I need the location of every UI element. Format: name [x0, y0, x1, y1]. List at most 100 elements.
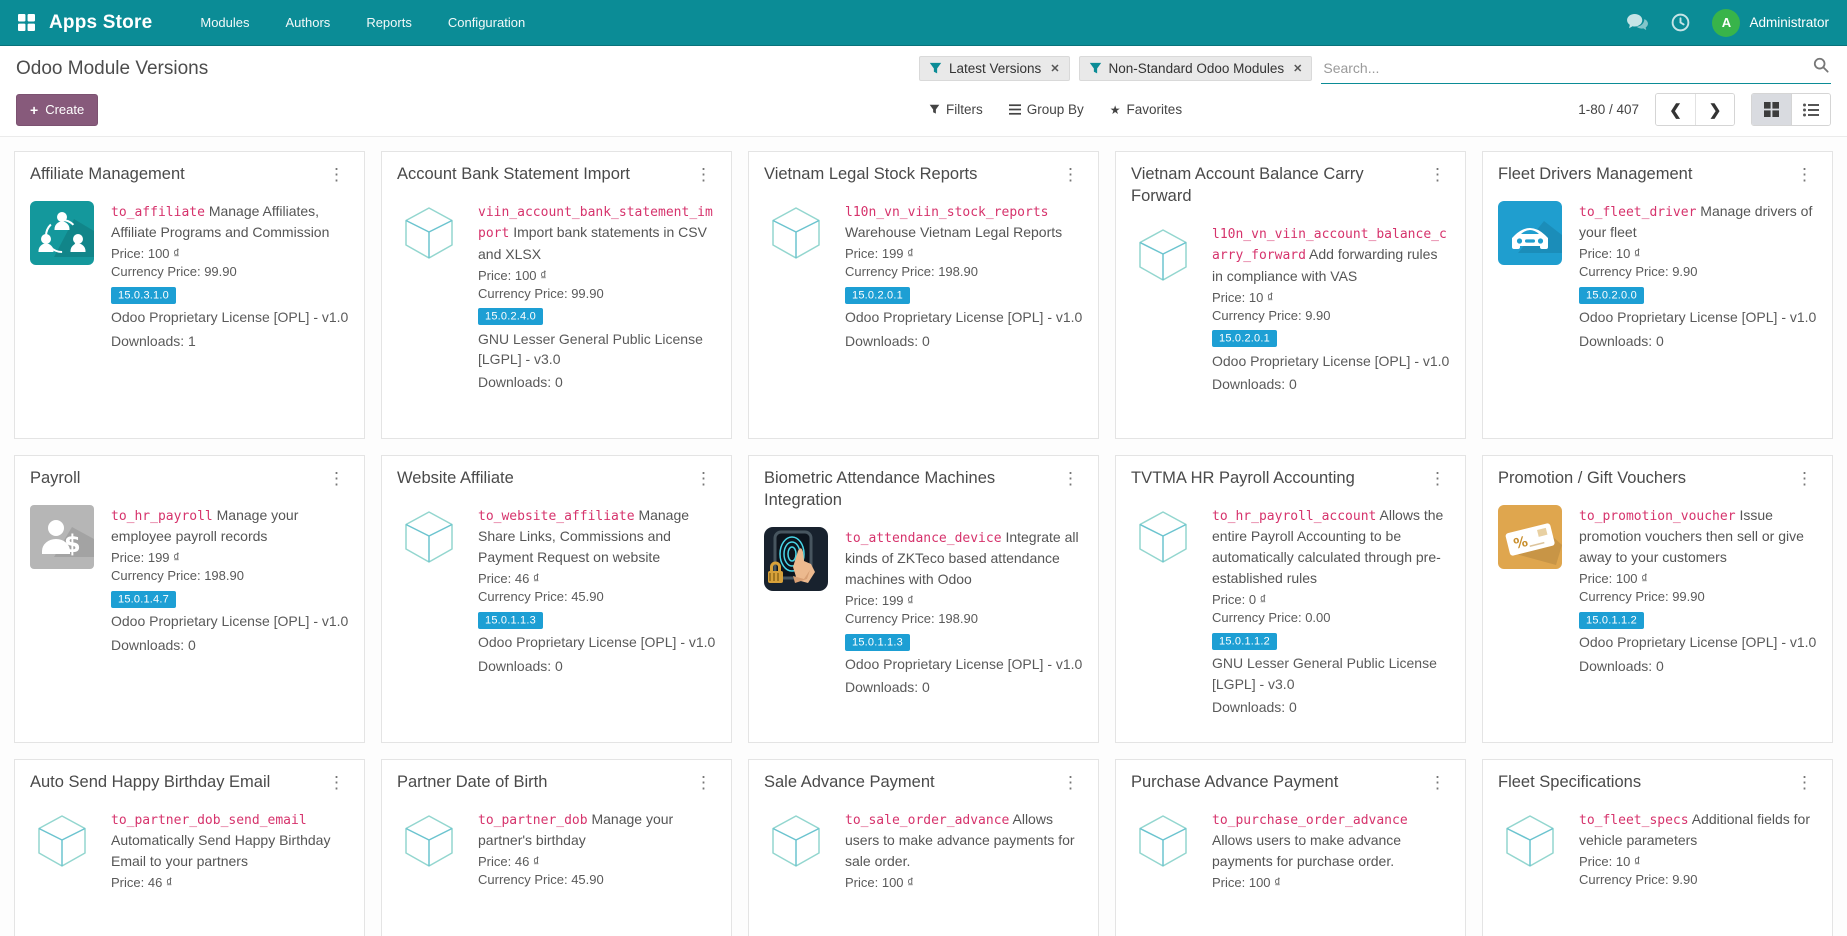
module-card[interactable]: Purchase Advance Payment ⋮ to_purchase_o…	[1115, 759, 1466, 936]
module-card[interactable]: Account Bank Statement Import ⋮ viin_acc…	[381, 151, 732, 439]
pager-previous-button[interactable]: ❮	[1656, 94, 1695, 125]
fingerprint-icon	[764, 526, 828, 701]
kebab-menu-icon[interactable]: ⋮	[1062, 469, 1079, 488]
kanban-view-icon	[1764, 102, 1779, 117]
cube-icon	[397, 809, 461, 891]
module-summary: Integrate all kinds of ZKTeco based atte…	[845, 528, 1079, 588]
module-tech-name[interactable]: l10n_vn_viin_account_balance_carry_forwa…	[1212, 226, 1447, 264]
card-title: Promotion / Gift Vouchers	[1498, 469, 1687, 487]
module-tech-name[interactable]: to_purchase_order_advance	[1212, 812, 1408, 828]
kebab-menu-icon[interactable]: ⋮	[328, 165, 345, 184]
module-card[interactable]: Fleet Specifications ⋮ to_fleet_specs Ad…	[1482, 759, 1833, 936]
facet-remove-icon[interactable]: ✕	[1293, 63, 1303, 75]
module-card[interactable]: Website Affiliate ⋮ to_website_affiliate…	[381, 455, 732, 743]
pager-next-button[interactable]: ❯	[1695, 94, 1734, 125]
module-price: Price: 100 ₫	[478, 267, 547, 283]
list-view-button[interactable]	[1791, 94, 1830, 125]
module-card[interactable]: Promotion / Gift Vouchers ⋮ % to_promoti…	[1482, 455, 1833, 743]
module-tech-name[interactable]: viin_account_bank_statement_import	[478, 204, 713, 242]
kebab-menu-icon[interactable]: ⋮	[1796, 469, 1813, 488]
filter-funnel-icon	[929, 104, 940, 114]
module-price: Price: 100 ₫	[111, 246, 180, 262]
module-tech-name[interactable]: to_website_affiliate	[478, 508, 635, 524]
module-tech-name[interactable]: to_partner_dob_send_email	[111, 812, 307, 828]
kebab-menu-icon[interactable]: ⋮	[695, 165, 712, 184]
module-summary: Automatically Send Happy Birthday Email …	[111, 832, 331, 870]
kebab-menu-icon[interactable]: ⋮	[328, 773, 345, 792]
kebab-menu-icon[interactable]: ⋮	[1062, 165, 1079, 184]
module-tech-name[interactable]: l10n_vn_viin_stock_reports	[845, 204, 1049, 220]
module-card[interactable]: Biometric Attendance Machines Integratio…	[748, 455, 1099, 743]
card-title: Vietnam Account Balance Carry Forward	[1131, 165, 1364, 205]
module-currency-price: Currency Price: 198.90	[845, 611, 978, 627]
module-tech-name[interactable]: to_attendance_device	[845, 530, 1002, 546]
module-summary: Manage your partner's birthday	[478, 810, 674, 849]
facet-remove-icon[interactable]: ✕	[1050, 63, 1060, 75]
module-card[interactable]: Payroll ⋮ $ to_hr_payroll Manage your em…	[14, 455, 365, 743]
search-icon[interactable]	[1813, 57, 1829, 78]
module-summary: Manage your employee payroll records	[111, 506, 299, 545]
module-price: Price: 10 ₫	[1579, 854, 1641, 870]
cube-icon	[764, 201, 828, 354]
module-card[interactable]: Sale Advance Payment ⋮ to_sale_order_adv…	[748, 759, 1099, 936]
pager-value[interactable]: 1-80 / 407	[1578, 102, 1639, 117]
module-downloads: Downloads: 0	[111, 636, 196, 653]
module-tech-name[interactable]: to_sale_order_advance	[845, 812, 1010, 828]
app-title[interactable]: Apps Store	[49, 11, 153, 33]
menu-configuration[interactable]: Configuration	[447, 15, 526, 30]
version-badge: 15.0.2.0.1	[845, 286, 910, 304]
module-card[interactable]: Vietnam Account Balance Carry Forward ⋮ …	[1115, 151, 1466, 439]
module-currency-price: Currency Price: 0.00	[1212, 610, 1331, 626]
favorites-button[interactable]: ★ Favorites	[1109, 102, 1183, 117]
list-view-icon	[1803, 103, 1819, 116]
module-currency-price: Currency Price: 9.90	[1579, 264, 1698, 280]
kebab-menu-icon[interactable]: ⋮	[1796, 773, 1813, 792]
filters-button[interactable]: Filters	[919, 96, 993, 123]
user-menu[interactable]: A Administrator	[1712, 8, 1829, 37]
module-card[interactable]: Vietnam Legal Stock Reports ⋮ l10n_vn_vi…	[748, 151, 1099, 439]
module-tech-name[interactable]: to_hr_payroll	[111, 508, 213, 524]
control-panel: Odoo Module Versions Latest Versions ✕ N…	[0, 46, 1847, 137]
cube-icon	[397, 505, 461, 679]
card-title: Biometric Attendance Machines Integratio…	[764, 469, 996, 509]
search-input[interactable]	[1323, 59, 1813, 76]
module-tech-name[interactable]: to_fleet_driver	[1579, 204, 1697, 220]
module-card[interactable]: Fleet Drivers Management ⋮ to_fleet_driv…	[1482, 151, 1833, 439]
kebab-menu-icon[interactable]: ⋮	[695, 469, 712, 488]
kanban-view-button[interactable]	[1752, 94, 1791, 125]
module-tech-name[interactable]: to_partner_dob	[478, 812, 588, 828]
kebab-menu-icon[interactable]: ⋮	[1796, 165, 1813, 184]
module-summary: Import bank statements in CSV and XLSX	[478, 224, 707, 262]
facet-funnel-icon	[929, 62, 942, 74]
module-tech-name[interactable]: to_hr_payroll_account	[1212, 508, 1377, 524]
kebab-menu-icon[interactable]: ⋮	[328, 469, 345, 488]
module-card[interactable]: TVTMA HR Payroll Accounting ⋮ to_hr_payr…	[1115, 455, 1466, 743]
kebab-menu-icon[interactable]: ⋮	[695, 773, 712, 792]
apps-grid-icon[interactable]	[18, 14, 35, 31]
kebab-menu-icon[interactable]: ⋮	[1429, 773, 1446, 792]
module-tech-name[interactable]: to_fleet_specs	[1579, 812, 1689, 828]
module-price: Price: 0 ₫	[1212, 592, 1267, 608]
module-tech-name[interactable]: to_affiliate	[111, 204, 205, 220]
kebab-menu-icon[interactable]: ⋮	[1429, 469, 1446, 488]
module-tech-name[interactable]: to_promotion_voucher	[1579, 508, 1736, 524]
group-by-icon	[1008, 104, 1021, 115]
menu-authors[interactable]: Authors	[285, 15, 331, 30]
group-by-button[interactable]: Group By	[999, 96, 1094, 123]
module-card[interactable]: Affiliate Management ⋮ to_affiliate Mana…	[14, 151, 365, 439]
activities-clock-icon[interactable]	[1671, 13, 1690, 32]
svg-text:%: %	[1512, 534, 1529, 553]
module-downloads: Downloads: 0	[478, 374, 563, 391]
create-button[interactable]: + Create	[16, 93, 99, 126]
menu-reports[interactable]: Reports	[366, 15, 412, 30]
fleet-icon	[1498, 200, 1562, 354]
module-license: Odoo Proprietary License [OPL] - v1.0	[111, 309, 349, 326]
module-price: Price: 10 ₫	[1579, 246, 1641, 262]
discuss-icon[interactable]	[1626, 13, 1649, 32]
kebab-menu-icon[interactable]: ⋮	[1429, 165, 1446, 184]
menu-modules[interactable]: Modules	[200, 15, 250, 30]
module-license: Odoo Proprietary License [OPL] - v1.0	[111, 613, 349, 630]
module-card[interactable]: Partner Date of Birth ⋮ to_partner_dob M…	[381, 759, 732, 936]
module-card[interactable]: Auto Send Happy Birthday Email ⋮ to_part…	[14, 759, 365, 936]
kebab-menu-icon[interactable]: ⋮	[1062, 773, 1079, 792]
